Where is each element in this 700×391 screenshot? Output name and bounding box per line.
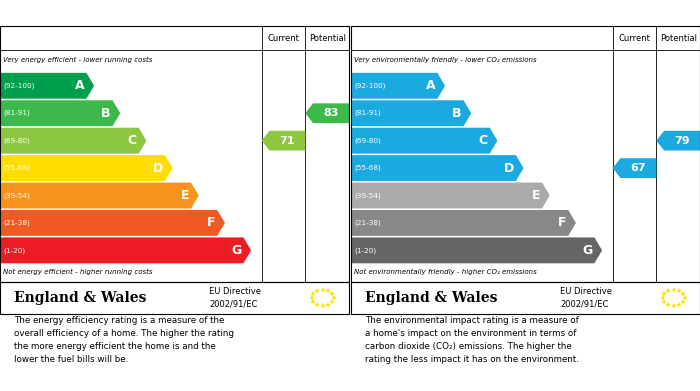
Text: Current: Current bbox=[619, 34, 650, 43]
Text: Potential: Potential bbox=[309, 34, 346, 43]
Text: A: A bbox=[426, 79, 435, 92]
Text: (1-20): (1-20) bbox=[354, 247, 377, 254]
Polygon shape bbox=[0, 73, 94, 99]
Text: (92-100): (92-100) bbox=[354, 83, 386, 89]
Text: (69-80): (69-80) bbox=[4, 137, 30, 144]
Text: (69-80): (69-80) bbox=[354, 137, 382, 144]
Polygon shape bbox=[351, 183, 550, 208]
Polygon shape bbox=[0, 128, 146, 154]
Text: E: E bbox=[181, 189, 189, 202]
Text: (81-91): (81-91) bbox=[354, 110, 382, 117]
Text: (92-100): (92-100) bbox=[4, 83, 35, 89]
Text: (39-54): (39-54) bbox=[354, 192, 382, 199]
Text: 71: 71 bbox=[280, 136, 295, 146]
Text: (81-91): (81-91) bbox=[4, 110, 30, 117]
Text: EU Directive
2002/91/EC: EU Directive 2002/91/EC bbox=[209, 287, 261, 309]
Text: F: F bbox=[207, 217, 216, 230]
Polygon shape bbox=[657, 131, 700, 151]
Text: Not environmentally friendly - higher CO₂ emissions: Not environmentally friendly - higher CO… bbox=[354, 269, 537, 275]
Polygon shape bbox=[305, 103, 349, 123]
Polygon shape bbox=[351, 210, 576, 236]
Polygon shape bbox=[0, 210, 225, 236]
Text: Very environmentally friendly - lower CO₂ emissions: Very environmentally friendly - lower CO… bbox=[354, 57, 537, 63]
Text: C: C bbox=[479, 134, 488, 147]
Text: Not energy efficient - higher running costs: Not energy efficient - higher running co… bbox=[4, 269, 153, 275]
Text: 67: 67 bbox=[631, 163, 646, 173]
Text: (55-68): (55-68) bbox=[354, 165, 382, 171]
Text: B: B bbox=[452, 107, 462, 120]
Text: D: D bbox=[153, 161, 163, 174]
Polygon shape bbox=[0, 100, 120, 126]
Polygon shape bbox=[612, 158, 657, 178]
Text: Potential: Potential bbox=[659, 34, 696, 43]
Polygon shape bbox=[351, 237, 602, 263]
Polygon shape bbox=[351, 128, 498, 154]
Text: (55-68): (55-68) bbox=[4, 165, 30, 171]
Text: EU Directive
2002/91/EC: EU Directive 2002/91/EC bbox=[561, 287, 612, 309]
Polygon shape bbox=[351, 100, 471, 126]
Text: G: G bbox=[232, 244, 242, 257]
Text: E: E bbox=[532, 189, 540, 202]
Text: The environmental impact rating is a measure of
a home's impact on the environme: The environmental impact rating is a mea… bbox=[365, 316, 579, 364]
Polygon shape bbox=[0, 237, 251, 263]
Text: D: D bbox=[504, 161, 514, 174]
Text: Current: Current bbox=[267, 34, 300, 43]
Text: A: A bbox=[75, 79, 85, 92]
Text: (39-54): (39-54) bbox=[4, 192, 30, 199]
Text: F: F bbox=[558, 217, 566, 230]
Polygon shape bbox=[262, 131, 305, 151]
Text: C: C bbox=[128, 134, 137, 147]
Text: B: B bbox=[102, 107, 111, 120]
Text: (21-38): (21-38) bbox=[354, 220, 382, 226]
Text: Energy Efficiency Rating: Energy Efficiency Rating bbox=[8, 7, 172, 20]
Polygon shape bbox=[0, 183, 199, 208]
Text: The energy efficiency rating is a measure of the
overall efficiency of a home. T: The energy efficiency rating is a measur… bbox=[14, 316, 234, 364]
Text: (1-20): (1-20) bbox=[4, 247, 26, 254]
Text: Very energy efficient - lower running costs: Very energy efficient - lower running co… bbox=[4, 57, 153, 63]
Text: (21-38): (21-38) bbox=[4, 220, 30, 226]
Text: England & Wales: England & Wales bbox=[365, 291, 498, 305]
Text: G: G bbox=[582, 244, 593, 257]
Text: 79: 79 bbox=[674, 136, 690, 146]
Polygon shape bbox=[0, 155, 173, 181]
Text: 83: 83 bbox=[323, 108, 339, 118]
Polygon shape bbox=[351, 155, 524, 181]
Text: England & Wales: England & Wales bbox=[14, 291, 146, 305]
Polygon shape bbox=[351, 73, 445, 99]
Text: Environmental Impact (CO₂) Rating: Environmental Impact (CO₂) Rating bbox=[360, 7, 592, 20]
